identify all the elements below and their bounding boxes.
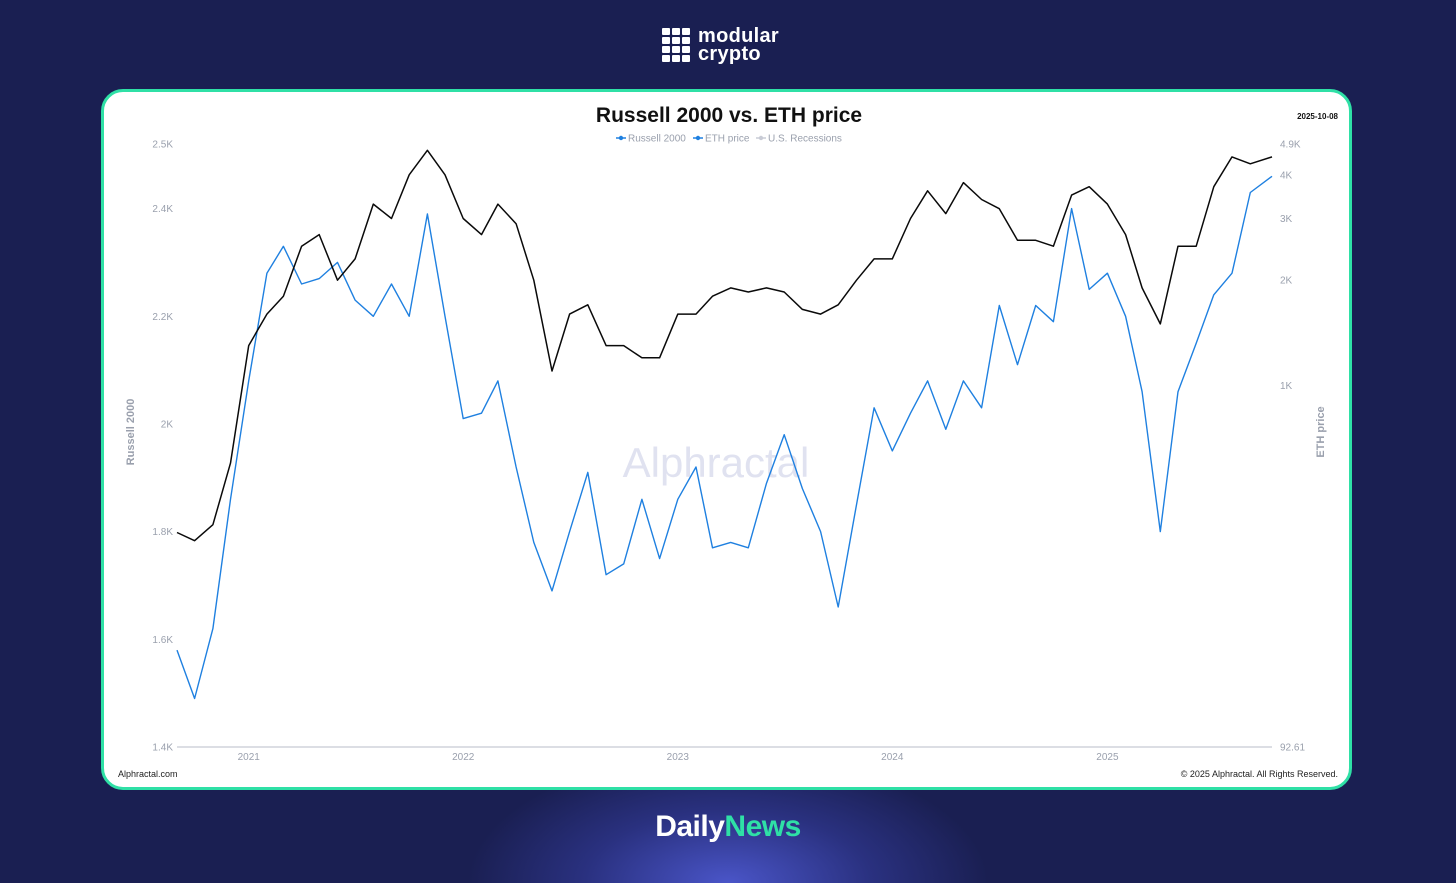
legend-russell-label: Russell 2000 (628, 134, 686, 145)
y-left-tick-label: 2.2K (152, 312, 173, 323)
legend: Russell 2000 ETH price U.S. Recessions (616, 134, 842, 145)
daily-news-logo: DailyNews (0, 810, 1456, 844)
y-right-axis: 92.61 1K 2K 3K 4K 4.9K (1280, 140, 1305, 754)
chart-date: 2025-10-08 (1297, 112, 1338, 121)
legend-item-eth[interactable]: ETH price (693, 134, 750, 145)
y-right-tick-label: 4K (1280, 170, 1293, 181)
brand-logo: modular crypto (662, 25, 779, 65)
brand-name: modular crypto (698, 25, 779, 65)
y-right-tick-label: 3K (1280, 214, 1293, 225)
x-axis: 2021 2022 2023 2024 2025 (238, 752, 1119, 763)
eth-price-line (176, 149, 1273, 542)
watermark: Alphractal (623, 439, 810, 486)
source-label[interactable]: Alphractal.com (118, 769, 178, 779)
chart-card: Russell 2000 vs. ETH price 2025-10-08 Ru… (101, 89, 1352, 790)
y-right-tick-label: 92.61 (1280, 743, 1305, 754)
x-tick-label: 2025 (1096, 752, 1119, 763)
brand-line-2: crypto (698, 43, 761, 65)
y-right-axis-label: ETH price (1315, 406, 1327, 457)
y-right-tick-label: 2K (1280, 276, 1293, 287)
y-left-tick-label: 1.8K (152, 527, 173, 538)
x-tick-label: 2024 (881, 752, 904, 763)
legend-item-recessions[interactable]: U.S. Recessions (756, 134, 842, 145)
brand-grid-icon (662, 28, 690, 62)
legend-recessions-label: U.S. Recessions (768, 134, 842, 145)
y-left-tick-label: 2.4K (152, 204, 173, 215)
brand-line-1: modular (698, 25, 779, 47)
y-left-tick-label: 2.5K (152, 140, 173, 151)
y-left-tick-label: 1.6K (152, 635, 173, 646)
y-left-axis: 1.4K 1.6K 1.8K 2K 2.2K 2.4K 2.5K (152, 140, 173, 754)
russell-2000-line (176, 175, 1273, 700)
daily-news-part-2: News (724, 810, 801, 843)
chart-svg: Russell 2000 vs. ETH price 2025-10-08 Ru… (118, 104, 1339, 779)
legend-russell-marker (618, 135, 624, 141)
legend-eth-label: ETH price (705, 134, 750, 145)
y-right-tick-label: 4.9K (1280, 140, 1301, 151)
y-left-axis-label: Russell 2000 (125, 399, 137, 466)
x-tick-label: 2023 (667, 752, 690, 763)
x-tick-label: 2022 (452, 752, 475, 763)
legend-recessions-marker (758, 135, 764, 141)
y-left-tick-label: 1.4K (152, 743, 173, 754)
y-right-tick-label: 1K (1280, 381, 1293, 392)
legend-item-russell[interactable]: Russell 2000 (616, 134, 686, 145)
chart-title: Russell 2000 vs. ETH price (596, 104, 862, 127)
copyright-label: © 2025 Alphractal. All Rights Reserved. (1181, 769, 1338, 779)
daily-news-part-1: Daily (655, 810, 725, 843)
x-tick-label: 2021 (238, 752, 261, 763)
y-left-tick-label: 2K (161, 419, 174, 430)
legend-eth-marker (695, 135, 701, 141)
